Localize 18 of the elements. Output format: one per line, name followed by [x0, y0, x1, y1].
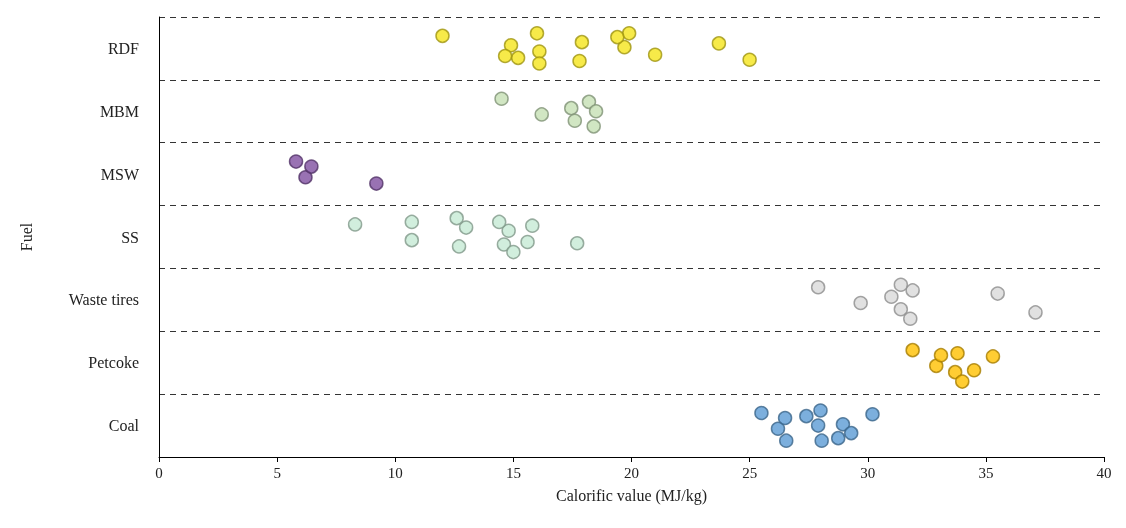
y-tick-label: RDF [107, 39, 140, 57]
y-tick-label: Coal [108, 417, 140, 435]
x-tick-label: 10 [387, 464, 403, 481]
y-tick-label: MSW [100, 165, 140, 183]
x-tick-label: 35 [978, 464, 994, 481]
y-tick-label: Petcoke [88, 354, 139, 372]
y-tick-label: Waste tires [68, 291, 139, 309]
x-tick-label: 40 [1096, 464, 1112, 481]
x-tick-label: 15 [505, 464, 521, 481]
x-tick-label: 5 [273, 464, 281, 481]
y-axis-title: Fuel [17, 222, 35, 252]
x-tick-label: 20 [624, 464, 639, 481]
x-tick-label: 25 [742, 464, 758, 481]
x-axis-title: Calorific value (MJ/kg) [555, 486, 708, 505]
x-tick-label: 0 [155, 464, 163, 481]
x-tick-label: 30 [860, 464, 876, 481]
y-tick-label: SS [121, 228, 139, 246]
y-tick-label: MBM [99, 102, 139, 120]
